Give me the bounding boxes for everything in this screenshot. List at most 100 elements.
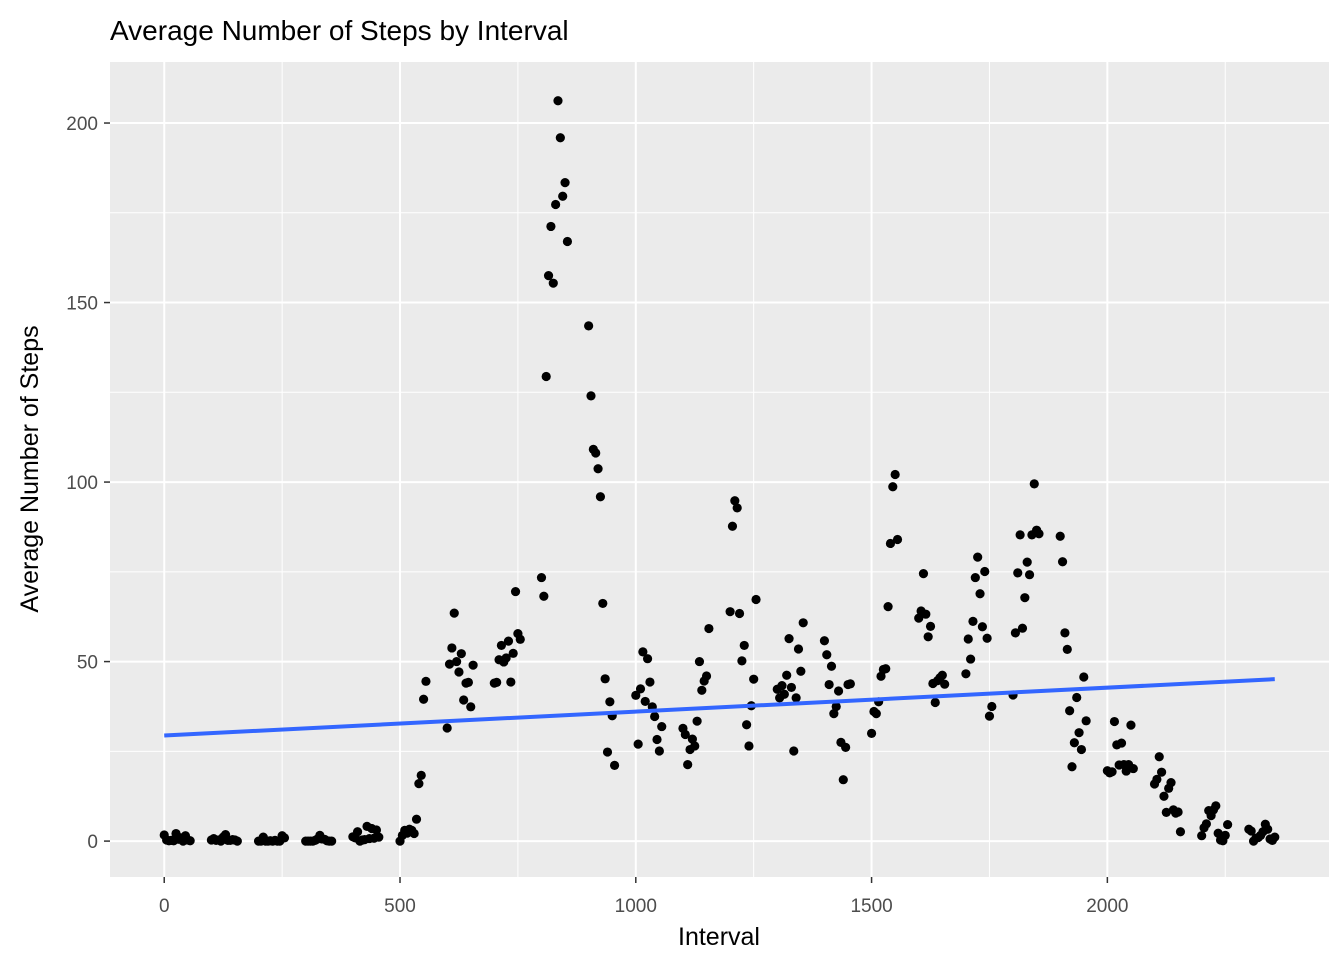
data-point — [734, 608, 745, 619]
data-point — [591, 448, 601, 458]
y-tick-label: 50 — [77, 653, 98, 674]
data-point — [793, 644, 804, 654]
data-point — [1263, 824, 1273, 834]
data-point — [536, 572, 547, 583]
data-point — [548, 278, 558, 288]
data-point — [1211, 801, 1221, 811]
data-point — [1128, 763, 1138, 774]
data-point — [987, 701, 997, 712]
data-point — [1029, 479, 1039, 489]
y-axis-title: Average Number of Steps — [16, 325, 44, 612]
data-point — [930, 697, 940, 708]
x-tick-label: 500 — [384, 896, 416, 917]
x-tick-label: 0 — [159, 896, 170, 917]
data-point — [1270, 832, 1280, 842]
data-point — [496, 640, 507, 651]
data-point — [970, 572, 980, 583]
y-tick-label: 200 — [66, 114, 98, 135]
data-point — [1081, 716, 1091, 726]
data-point — [871, 709, 881, 719]
data-point — [982, 633, 992, 643]
data-point — [501, 653, 511, 663]
data-point — [371, 825, 382, 835]
data-point — [449, 608, 459, 618]
y-tick-label: 0 — [87, 832, 98, 853]
data-point — [890, 469, 900, 480]
data-point — [654, 746, 664, 756]
data-point — [1074, 728, 1084, 738]
data-point — [1223, 819, 1233, 830]
data-point — [1017, 623, 1028, 633]
trend-line-group — [164, 677, 1275, 738]
x-tick-label: 1500 — [850, 896, 892, 917]
data-point — [914, 613, 924, 623]
x-tick-label: 2000 — [1086, 896, 1128, 917]
data-point — [1067, 762, 1077, 772]
x-axis-title: Interval — [678, 923, 760, 951]
data-point — [1220, 830, 1230, 840]
data-point — [456, 649, 466, 659]
data-point — [1201, 819, 1211, 829]
data-point — [961, 669, 971, 679]
data-point — [881, 664, 891, 674]
data-point — [551, 199, 561, 210]
data-point — [506, 677, 516, 687]
data-point — [645, 677, 655, 687]
data-point — [940, 679, 950, 689]
data-point — [584, 321, 594, 331]
data-point — [1024, 570, 1035, 580]
data-point — [640, 696, 650, 707]
data-point — [1055, 531, 1065, 541]
data-point — [492, 677, 502, 688]
data-point — [798, 618, 808, 628]
data-point — [730, 496, 740, 506]
data-point — [732, 503, 742, 513]
data-point — [1173, 807, 1183, 817]
data-point — [968, 616, 978, 626]
data-point — [553, 96, 563, 106]
data-point — [635, 684, 646, 694]
data-point — [631, 690, 641, 700]
data-point — [749, 674, 759, 684]
data-point — [841, 742, 851, 752]
data-point — [789, 746, 799, 756]
data-point — [598, 598, 608, 609]
data-point — [638, 647, 648, 657]
data-point — [562, 236, 573, 247]
data-point — [593, 464, 603, 474]
data-point — [829, 709, 839, 719]
data-point — [414, 779, 424, 789]
data-point — [1076, 744, 1087, 755]
data-point — [515, 634, 525, 644]
data-point — [923, 632, 933, 642]
data-point — [921, 609, 931, 619]
data-point — [694, 656, 705, 667]
data-point — [786, 682, 797, 693]
data-point — [466, 702, 476, 712]
data-point — [692, 716, 702, 726]
data-point — [416, 770, 426, 780]
data-point — [1159, 791, 1169, 801]
data-point — [452, 656, 462, 667]
y-tick-label: 150 — [66, 294, 98, 315]
data-point — [777, 681, 787, 691]
data-point — [966, 654, 976, 664]
data-point — [977, 622, 987, 632]
data-point — [819, 636, 830, 646]
data-point — [791, 693, 801, 703]
data-point — [1069, 738, 1079, 748]
data-point — [1166, 777, 1176, 788]
data-point — [1152, 774, 1162, 784]
data-point — [826, 661, 837, 671]
data-point — [892, 534, 903, 545]
data-point — [838, 775, 848, 785]
data-point — [751, 594, 761, 605]
data-point — [697, 685, 707, 695]
data-point — [885, 538, 896, 549]
data-point — [442, 723, 452, 733]
data-point — [1022, 557, 1032, 567]
data-point — [558, 191, 568, 201]
data-point — [600, 674, 610, 684]
data-point — [1034, 529, 1044, 539]
data-point — [560, 178, 570, 188]
